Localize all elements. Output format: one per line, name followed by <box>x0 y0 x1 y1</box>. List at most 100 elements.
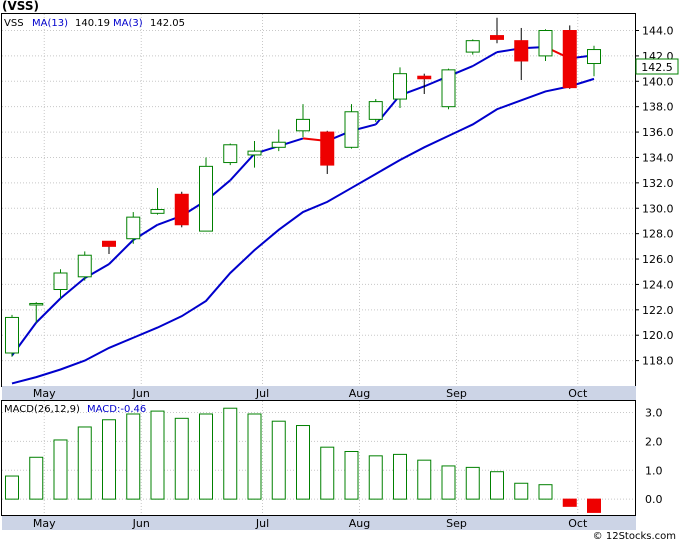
macd-bar <box>368 455 383 500</box>
price-month-label: Aug <box>349 387 370 400</box>
candle-body <box>441 69 456 108</box>
ma-slow-legend-value: 140.19 <box>75 18 110 29</box>
macd-month-label: Sep <box>446 517 467 530</box>
macd-bar <box>562 498 577 507</box>
macd-bar <box>296 425 310 500</box>
price-month-label: Jun <box>132 387 150 400</box>
candle <box>5 314 19 357</box>
candle <box>199 157 213 232</box>
macd-bar <box>490 471 504 500</box>
candle <box>29 302 44 323</box>
macd-month-label: Jul <box>255 517 269 530</box>
macd-bar <box>587 498 601 513</box>
candle <box>126 212 141 244</box>
price-month-label: May <box>33 387 56 400</box>
macd-bar <box>174 417 189 500</box>
candle-body <box>247 150 262 156</box>
macd-month-label: Jun <box>132 517 150 530</box>
macd-bar <box>199 413 213 500</box>
candle-body <box>344 111 359 148</box>
candle-body <box>587 49 601 65</box>
macd-bar <box>465 466 480 500</box>
ma13-line <box>11 77 595 385</box>
candle-body <box>174 193 189 226</box>
ma-slow-legend-label: MA(13) <box>32 18 68 29</box>
macd-bars <box>5 407 601 513</box>
price-tick-label: 126.0 <box>642 253 674 266</box>
candle-body <box>126 216 141 240</box>
price-tick-label: 140.0 <box>642 75 674 88</box>
site-credit: © 12Stocks.com <box>592 531 676 542</box>
macd-tick-label: 1.0 <box>645 464 663 477</box>
candle <box>562 25 577 89</box>
candle <box>247 140 262 168</box>
price-tick-label: 132.0 <box>642 177 674 190</box>
macd-bar <box>320 446 335 500</box>
macd-bar <box>29 456 44 500</box>
macd-month-label: May <box>33 517 56 530</box>
ma3-line-segment <box>35 297 62 324</box>
candle <box>271 129 286 152</box>
price-tick-label: 144.0 <box>642 25 674 38</box>
price-month-label: Jul <box>255 387 269 400</box>
price-tick-label: 118.0 <box>642 355 674 368</box>
candle-body <box>490 35 504 40</box>
price-tick-label: 134.0 <box>642 151 674 164</box>
ma3-line-segment <box>472 51 498 67</box>
macd-tick-label: 3.0 <box>645 407 663 420</box>
macd-bar <box>223 407 238 500</box>
candle <box>320 130 335 174</box>
candle-body <box>5 316 19 354</box>
price-tick-label: 130.0 <box>642 202 674 215</box>
candle-body <box>150 209 165 214</box>
macd-month-band <box>2 516 636 530</box>
candle-body <box>393 73 407 100</box>
price-tick-label: 124.0 <box>642 278 674 291</box>
candle <box>53 269 68 299</box>
candle-body <box>223 144 238 164</box>
macd-month-label: Aug <box>349 517 370 530</box>
macd-bar <box>417 459 432 500</box>
macd-bar <box>271 420 286 500</box>
price-tick-label: 138.0 <box>642 101 674 114</box>
candle <box>344 104 359 149</box>
candle <box>150 187 165 215</box>
candle-body <box>417 75 432 80</box>
macd-bar <box>150 410 165 500</box>
price-legend-symbol: VSS <box>4 18 24 29</box>
ma3-line-segment <box>108 239 134 265</box>
macd-bar <box>441 465 456 500</box>
candle-body <box>102 240 116 247</box>
moving-average-lines <box>11 46 595 385</box>
ticker-title: (VSS) <box>2 0 40 13</box>
candle <box>223 143 238 166</box>
candle <box>417 73 432 94</box>
candle <box>465 39 480 55</box>
price-month-label: Sep <box>446 387 467 400</box>
candle <box>490 17 504 44</box>
candle <box>296 104 310 138</box>
candle-body <box>29 302 44 306</box>
price-tick-label: 136.0 <box>642 126 674 139</box>
macd-bar <box>77 426 92 500</box>
candle-body <box>368 101 383 120</box>
macd-tick-label: 2.0 <box>645 435 663 448</box>
price-tick-label: 128.0 <box>642 228 674 241</box>
ma-fast-legend-label: MA(3) <box>113 18 143 29</box>
candle <box>77 251 92 281</box>
candle <box>368 99 383 122</box>
macd-bar <box>344 451 359 500</box>
candle-body <box>296 118 310 132</box>
candle <box>393 67 407 108</box>
candle <box>538 29 553 61</box>
candle-body <box>514 40 529 62</box>
ma3-line-segment <box>59 277 86 300</box>
macd-month-label: Oct <box>568 517 588 530</box>
price-tick-label: 122.0 <box>642 304 674 317</box>
macd-bar <box>247 413 262 500</box>
macd-bar <box>393 453 407 500</box>
macd-bar <box>126 413 141 500</box>
price-tick-label: 120.0 <box>642 329 674 342</box>
candle-body <box>562 30 577 89</box>
